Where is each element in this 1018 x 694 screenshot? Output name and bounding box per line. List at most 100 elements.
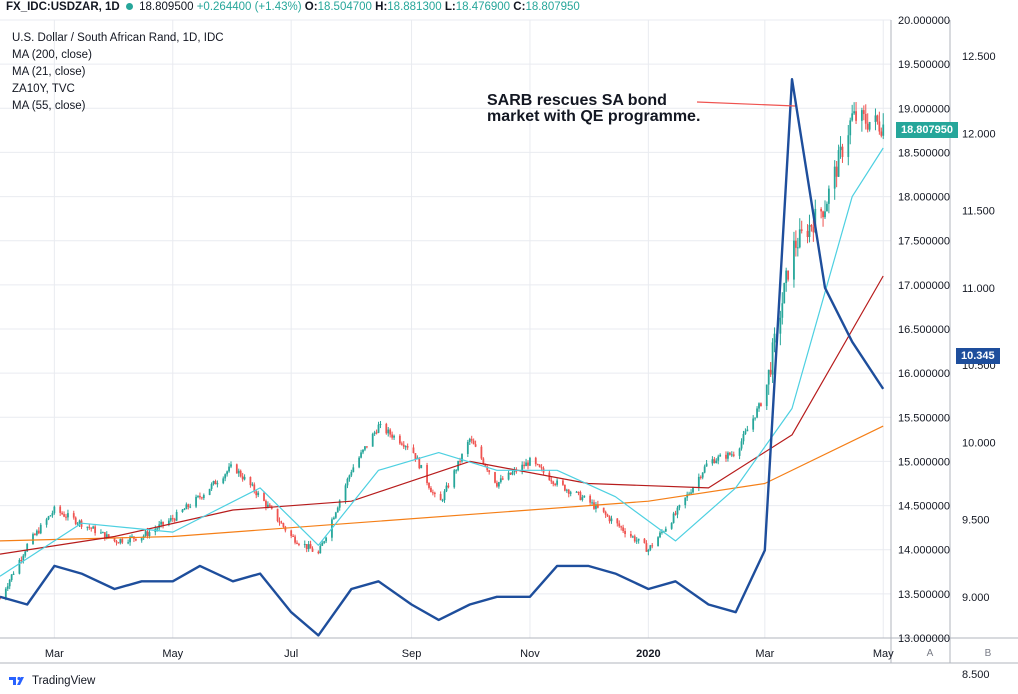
candle-body [556, 480, 559, 485]
axis-a-button[interactable]: A [926, 648, 934, 659]
candle-body [88, 526, 91, 528]
candle-body [34, 534, 36, 536]
candle-body [253, 484, 256, 492]
open-value: 18.504700 [317, 1, 372, 13]
candle-body [373, 432, 376, 434]
candle-body [404, 446, 407, 448]
candle-body [511, 472, 514, 475]
candle-body [140, 537, 143, 541]
legend-item-ma200[interactable]: MA (200, close) [12, 49, 92, 61]
candle-body [466, 441, 469, 454]
candle-body [199, 495, 201, 498]
candle-body [439, 494, 442, 501]
symbol-header: FX_IDC:USDZAR, 1D 18.809500 +0.264400 (+… [6, 1, 580, 13]
candle-body [855, 111, 857, 121]
candle-body [631, 536, 634, 538]
candle-body [779, 317, 782, 334]
candle-body [263, 492, 265, 501]
candle-body [278, 520, 281, 523]
candle-body [523, 464, 526, 467]
candle-body [294, 536, 296, 543]
symbol-name[interactable]: FX_IDC:USDZAR, 1D [6, 1, 120, 13]
legend-item-za10y[interactable]: ZA10Y, TVC [12, 83, 75, 95]
legend-title[interactable]: U.S. Dollar / South African Rand, 1D, ID… [12, 32, 224, 44]
candle-body [880, 131, 883, 136]
candle-body [670, 522, 673, 529]
candle-body [49, 515, 52, 517]
candle-body [200, 497, 203, 499]
candle-body [189, 506, 192, 508]
candle-body [752, 418, 755, 430]
candle-body [796, 247, 799, 249]
candle-body [589, 495, 592, 503]
open-label: O: [304, 1, 318, 13]
candle-body [406, 446, 409, 448]
candle-body [629, 533, 632, 537]
candle-body [197, 495, 199, 497]
candle-body [426, 464, 428, 484]
candle-body [637, 538, 640, 541]
candle-body [672, 513, 675, 523]
candle-body [100, 532, 102, 534]
candle-body [146, 531, 149, 536]
candle-body [61, 512, 64, 515]
candle-body [800, 229, 803, 231]
candle-body [635, 540, 638, 542]
candle-body [352, 467, 355, 473]
candle-body [876, 115, 879, 122]
candle-body [303, 544, 306, 546]
candle-body [645, 543, 648, 552]
candle-body [622, 527, 625, 532]
candle-body [806, 230, 809, 238]
candle-body [251, 484, 254, 486]
candle-body [527, 462, 529, 466]
candle-body [32, 534, 34, 545]
candle-body [534, 457, 537, 465]
candle-body [420, 464, 423, 469]
candle-body [732, 454, 735, 456]
candle-body [874, 115, 877, 122]
candle-body [447, 485, 450, 488]
candle-body [810, 225, 813, 227]
candle-body [760, 403, 762, 407]
candle-body [162, 521, 164, 525]
candle-body [538, 464, 541, 468]
candle-body [67, 513, 69, 518]
candle-body [787, 270, 790, 280]
candle-body [336, 507, 339, 513]
candle-body [239, 470, 242, 477]
candle-body [175, 512, 178, 521]
y-tick-label-a: 15.000000 [898, 456, 950, 468]
axis-b-button[interactable]: B [984, 648, 992, 659]
candle-body [266, 504, 269, 507]
x-tick-label: May [873, 648, 894, 660]
candle-body [756, 408, 758, 418]
candle-body [705, 463, 708, 467]
candle-body [53, 506, 56, 514]
candle-body [169, 518, 172, 521]
chart-annotation[interactable]: SARB rescues SA bond market with QE prog… [487, 93, 700, 125]
candle-body [72, 513, 75, 518]
candle-body [119, 539, 122, 543]
candle-body [808, 225, 811, 238]
candle-body [461, 453, 463, 462]
candle-body [296, 542, 298, 544]
candle-body [290, 530, 293, 536]
candle-body [65, 516, 67, 518]
price-change: +0.264400 (+1.43%) [196, 1, 302, 13]
annotation-pointer [696, 101, 796, 107]
candle-body [443, 491, 446, 501]
candle-body [579, 492, 582, 500]
candle-body [103, 532, 106, 539]
candle-body [346, 478, 349, 486]
legend-item-ma21[interactable]: MA (21, close) [12, 66, 86, 78]
candle-body [488, 470, 491, 473]
candle-body [235, 464, 238, 474]
candle-body [10, 574, 13, 581]
candle-body [529, 457, 531, 466]
tradingview-branding[interactable]: TradingView [8, 675, 95, 687]
legend-item-ma55[interactable]: MA (55, close) [12, 100, 86, 112]
candle-body [474, 444, 477, 447]
